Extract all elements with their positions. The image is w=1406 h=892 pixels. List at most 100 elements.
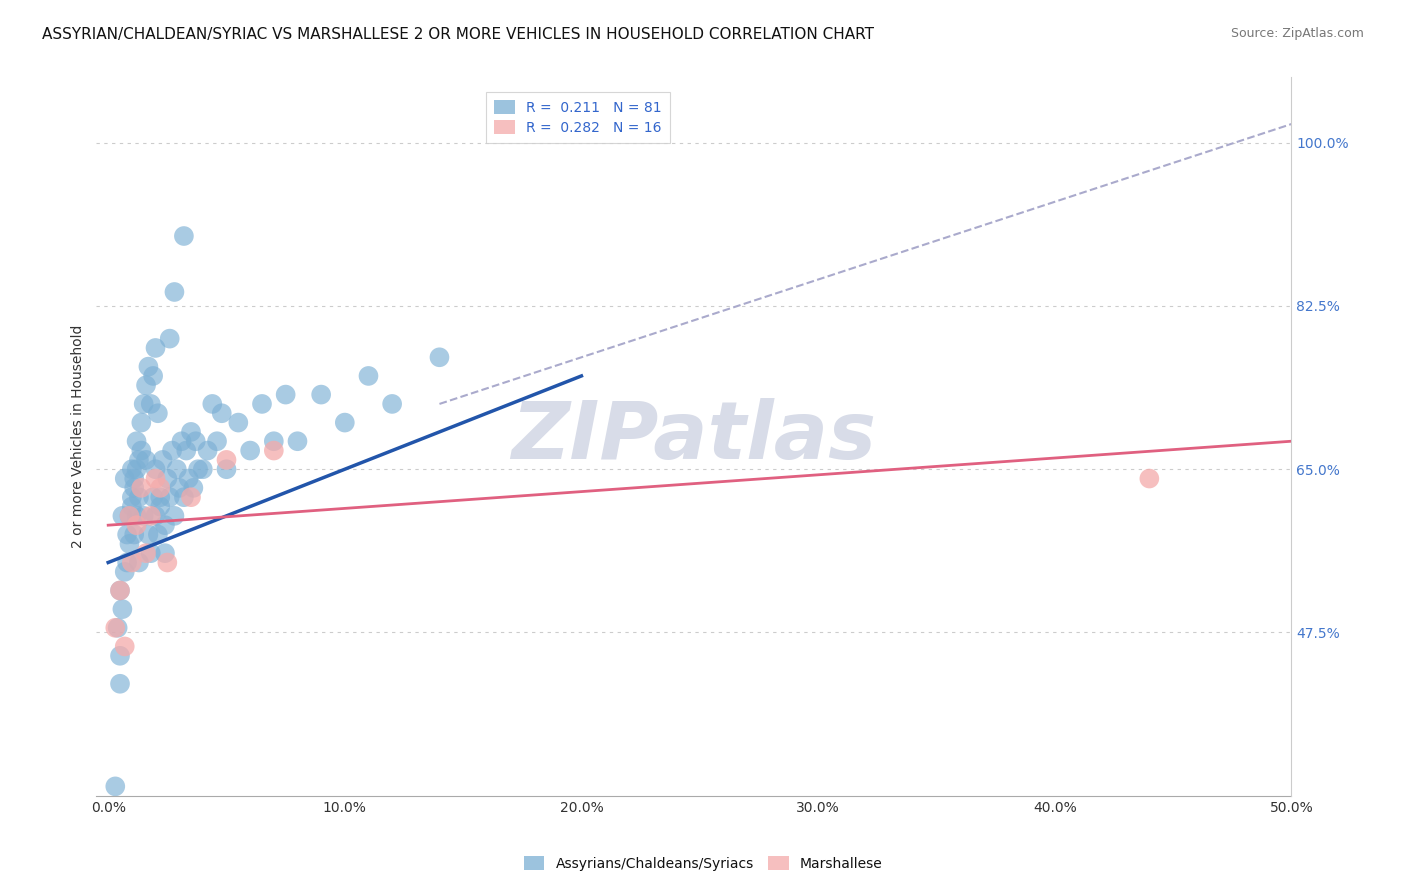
- Point: [183, 481, 205, 495]
- Point: [139, 546, 162, 560]
- Point: [104, 621, 127, 635]
- Point: [111, 508, 134, 523]
- Point: [191, 462, 214, 476]
- Point: [121, 490, 143, 504]
- Point: [121, 500, 143, 514]
- Point: [128, 556, 150, 570]
- Point: [180, 490, 202, 504]
- Point: [131, 481, 153, 495]
- Point: [111, 602, 134, 616]
- Point: [156, 471, 179, 485]
- Point: [135, 378, 157, 392]
- Point: [333, 416, 356, 430]
- Point: [174, 443, 197, 458]
- Point: [163, 285, 186, 299]
- Point: [170, 434, 193, 449]
- Point: [114, 640, 136, 654]
- Point: [139, 508, 162, 523]
- Point: [121, 462, 143, 476]
- Text: ASSYRIAN/CHALDEAN/SYRIAC VS MARSHALLESE 2 OR MORE VEHICLES IN HOUSEHOLD CORRELAT: ASSYRIAN/CHALDEAN/SYRIAC VS MARSHALLESE …: [42, 27, 875, 42]
- Point: [142, 368, 165, 383]
- Point: [205, 434, 228, 449]
- Point: [128, 453, 150, 467]
- Point: [108, 583, 131, 598]
- Point: [145, 341, 167, 355]
- Point: [118, 508, 141, 523]
- Point: [114, 471, 136, 485]
- Point: [177, 471, 200, 485]
- Point: [160, 443, 183, 458]
- Point: [125, 462, 148, 476]
- Point: [180, 425, 202, 439]
- Point: [132, 397, 155, 411]
- Point: [159, 490, 181, 504]
- Point: [104, 780, 127, 794]
- Point: [152, 453, 174, 467]
- Point: [138, 527, 160, 541]
- Point: [184, 434, 207, 449]
- Point: [145, 508, 167, 523]
- Point: [146, 406, 169, 420]
- Point: [121, 556, 143, 570]
- Point: [173, 229, 195, 244]
- Point: [115, 527, 138, 541]
- Point: [131, 443, 153, 458]
- Point: [132, 508, 155, 523]
- Point: [239, 443, 262, 458]
- Point: [145, 462, 167, 476]
- Point: [108, 677, 131, 691]
- Point: [309, 387, 332, 401]
- Point: [215, 453, 238, 467]
- Point: [163, 508, 186, 523]
- Point: [263, 443, 285, 458]
- Text: ZIPatlas: ZIPatlas: [512, 398, 876, 475]
- Point: [125, 518, 148, 533]
- Legend: Assyrians/Chaldeans/Syriacs, Marshallese: Assyrians/Chaldeans/Syriacs, Marshallese: [517, 850, 889, 876]
- Point: [122, 471, 145, 485]
- Point: [142, 490, 165, 504]
- Point: [138, 359, 160, 374]
- Point: [114, 565, 136, 579]
- Point: [287, 434, 309, 449]
- Point: [159, 332, 181, 346]
- Point: [215, 462, 238, 476]
- Point: [139, 397, 162, 411]
- Point: [125, 434, 148, 449]
- Point: [211, 406, 233, 420]
- Point: [250, 397, 273, 411]
- Point: [122, 527, 145, 541]
- Text: Source: ZipAtlas.com: Source: ZipAtlas.com: [1230, 27, 1364, 40]
- Point: [187, 462, 209, 476]
- Point: [228, 416, 250, 430]
- Point: [135, 546, 157, 560]
- Point: [125, 508, 148, 523]
- Point: [153, 518, 176, 533]
- Point: [166, 462, 188, 476]
- Point: [429, 351, 451, 365]
- Point: [118, 508, 141, 523]
- Point: [263, 434, 285, 449]
- Point: [153, 546, 176, 560]
- Point: [108, 648, 131, 663]
- Point: [197, 443, 219, 458]
- Point: [146, 527, 169, 541]
- Point: [156, 556, 179, 570]
- Point: [131, 416, 153, 430]
- Point: [167, 481, 190, 495]
- Point: [357, 368, 380, 383]
- Point: [135, 453, 157, 467]
- Point: [128, 490, 150, 504]
- Point: [107, 621, 129, 635]
- Legend: R =  0.211   N = 81, R =  0.282   N = 16: R = 0.211 N = 81, R = 0.282 N = 16: [485, 92, 669, 144]
- Point: [381, 397, 404, 411]
- Point: [1137, 471, 1160, 485]
- Point: [149, 490, 172, 504]
- Point: [274, 387, 297, 401]
- Point: [201, 397, 224, 411]
- Point: [118, 537, 141, 551]
- Point: [149, 500, 172, 514]
- Point: [115, 556, 138, 570]
- Point: [149, 481, 172, 495]
- Y-axis label: 2 or more Vehicles in Household: 2 or more Vehicles in Household: [72, 325, 86, 549]
- Point: [145, 471, 167, 485]
